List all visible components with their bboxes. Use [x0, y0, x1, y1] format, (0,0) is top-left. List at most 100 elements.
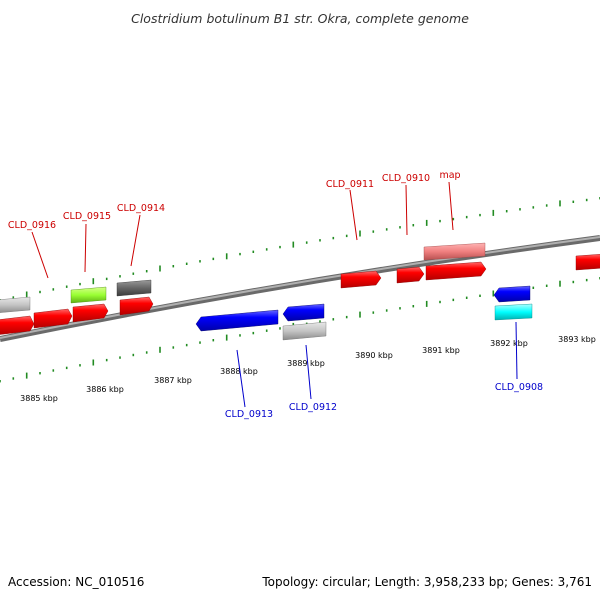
gene-label-cld-0912[interactable]: CLD_0912: [289, 402, 337, 413]
gene-arrow[interactable]: [575, 254, 600, 271]
gene-arrow[interactable]: [396, 266, 425, 284]
gene-box[interactable]: [282, 321, 327, 341]
leader-line-cld-0914: [130, 214, 141, 267]
gene-box[interactable]: [0, 296, 31, 313]
kbp-label: 3886 kbp: [86, 385, 124, 394]
minor-tick: [385, 309, 388, 312]
major-tick: [92, 359, 95, 366]
minor-tick: [265, 329, 268, 332]
gene-arrow[interactable]: [0, 315, 35, 335]
minor-tick: [545, 284, 548, 287]
minor-tick: [39, 372, 41, 375]
minor-tick: [145, 270, 148, 273]
top-strand-tick-row: [0, 197, 600, 302]
minor-tick: [412, 224, 415, 227]
minor-tick: [585, 278, 588, 282]
minor-tick: [479, 294, 481, 297]
minor-tick: [172, 346, 175, 349]
gene-arrow[interactable]: [493, 285, 531, 303]
minor-tick: [279, 327, 281, 330]
minor-tick: [585, 198, 588, 202]
minor-tick: [279, 245, 281, 249]
kbp-label: 3892 kbp: [490, 339, 528, 348]
minor-tick: [479, 213, 481, 217]
kbp-scale-labels: 3885 kbp 3886 kbp 3887 kbp 3888 kbp 3889…: [20, 335, 596, 403]
minor-tick: [252, 250, 255, 253]
gene-label-cld-0913[interactable]: CLD_0913: [225, 409, 273, 420]
kbp-label: 3889 kbp: [287, 359, 325, 368]
gene-labels-bottom: CLD_0913 CLD_0912 CLD_0908: [225, 382, 543, 420]
minor-tick: [119, 356, 121, 359]
minor-tick: [65, 366, 68, 370]
leader-line-cld-0916: [31, 231, 49, 279]
major-tick: [492, 290, 495, 297]
kbp-label: 3891 kbp: [422, 346, 460, 355]
minor-tick: [52, 369, 55, 372]
gene-arrow[interactable]: [119, 296, 154, 316]
minor-tick: [105, 277, 108, 281]
minor-tick: [239, 334, 241, 337]
reverse-strand-genes: [195, 285, 533, 341]
minor-tick: [252, 331, 255, 335]
gene-label-cld-0911[interactable]: CLD_0911: [326, 179, 374, 190]
minor-tick: [12, 296, 15, 299]
minor-tick: [185, 262, 188, 265]
minor-tick: [412, 305, 415, 308]
minor-tick: [399, 307, 401, 310]
minor-tick: [212, 339, 215, 342]
minor-tick: [452, 217, 455, 221]
gene-box[interactable]: [116, 279, 152, 297]
gene-box[interactable]: [494, 303, 533, 321]
minor-tick: [372, 311, 375, 314]
minor-tick: [119, 275, 121, 278]
major-tick: [92, 278, 95, 285]
gene-label-cld-0908[interactable]: CLD_0908: [495, 382, 543, 393]
minor-tick: [545, 204, 548, 207]
minor-tick: [39, 290, 41, 294]
gene-box[interactable]: [423, 242, 486, 261]
accession-text: Accession: NC_010516: [8, 575, 144, 589]
gene-arrow[interactable]: [340, 270, 382, 289]
gene-arrow[interactable]: [282, 303, 325, 322]
minor-tick: [65, 285, 68, 288]
major-tick: [559, 200, 561, 207]
minor-tick: [439, 219, 441, 223]
gene-label-map[interactable]: map: [439, 170, 460, 181]
minor-tick: [332, 318, 335, 321]
minor-tick: [132, 353, 135, 357]
gene-arrow[interactable]: [195, 309, 279, 332]
kbp-label: 3890 kbp: [355, 351, 393, 360]
gene-leader-lines: [31, 181, 518, 408]
minor-tick: [345, 315, 348, 319]
major-tick: [159, 265, 161, 272]
minor-tick: [439, 300, 441, 304]
minor-tick: [52, 288, 55, 291]
minor-tick: [452, 298, 455, 302]
minor-tick: [12, 377, 15, 380]
major-tick: [425, 300, 428, 307]
gene-arrow[interactable]: [425, 261, 487, 281]
gene-label-cld-0910[interactable]: CLD_0910: [382, 173, 430, 184]
gene-label-cld-0915[interactable]: CLD_0915: [63, 211, 111, 222]
leader-line-map: [448, 181, 454, 231]
minor-tick: [132, 272, 135, 275]
gene-arrow[interactable]: [33, 308, 73, 329]
map-title: Clostridium botulinum B1 str. Okra, comp…: [131, 11, 469, 26]
minor-tick: [532, 206, 535, 209]
minor-tick: [319, 320, 321, 323]
gene-box[interactable]: [70, 286, 107, 304]
minor-tick: [465, 215, 468, 219]
forward-strand-genes: [0, 242, 600, 335]
major-tick: [292, 241, 295, 248]
gene-label-cld-0914[interactable]: CLD_0914: [117, 203, 165, 214]
major-tick: [425, 219, 428, 226]
major-tick: [359, 311, 361, 318]
major-tick: [225, 253, 228, 260]
major-tick: [492, 209, 495, 216]
leader-line-cld-0911: [349, 189, 358, 241]
gene-label-cld-0916[interactable]: CLD_0916: [8, 220, 56, 231]
minor-tick: [212, 257, 215, 261]
minor-tick: [79, 364, 81, 367]
gene-arrow[interactable]: [72, 303, 109, 323]
kbp-label: 3893 kbp: [558, 335, 596, 344]
